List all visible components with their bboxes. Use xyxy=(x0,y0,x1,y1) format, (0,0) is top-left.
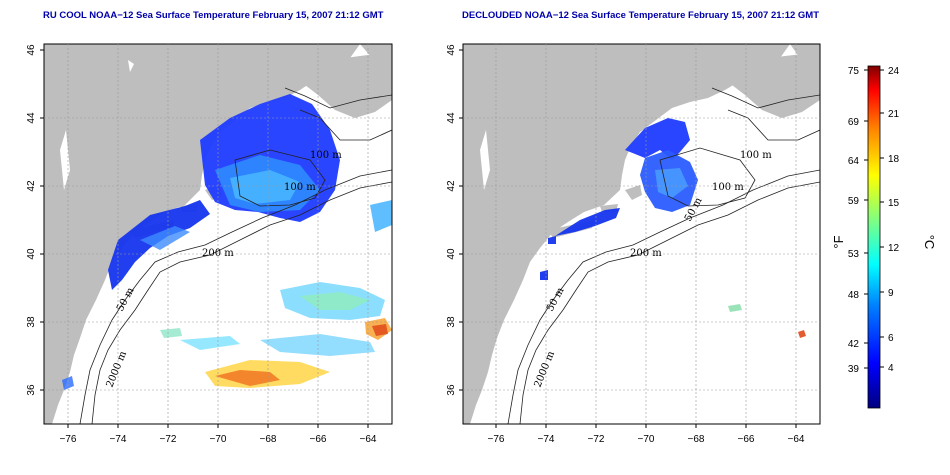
x-tick-label: −68 xyxy=(688,434,705,445)
x-tick-label: −76 xyxy=(60,434,77,445)
y-tick-label: 42 xyxy=(26,180,37,192)
celsius-tick: 4 xyxy=(888,363,894,374)
y-tick-label: 44 xyxy=(26,112,37,124)
y-tick-label: 42 xyxy=(446,180,457,192)
celsius-unit-label: °C xyxy=(922,235,937,250)
left-bathymetry-contours xyxy=(79,87,392,424)
fahrenheit-tick: 48 xyxy=(848,290,860,301)
left-y-tick-labels: 36 38 40 42 44 46 xyxy=(26,44,37,396)
colorbar-gradient xyxy=(867,65,881,409)
x-tick-label: −64 xyxy=(788,434,805,445)
x-tick-label: −64 xyxy=(360,434,377,445)
left-map: 100 m 100 m 200 m 50 m 2000 m −76 −74 −7… xyxy=(26,43,393,445)
y-tick-label: 38 xyxy=(26,316,37,328)
colorbar: 75 69 64 59 53 48 42 39 24 21 18 15 12 9… xyxy=(831,65,937,409)
y-tick-label: 46 xyxy=(26,44,37,56)
right-sst-field xyxy=(540,118,806,338)
fahrenheit-tick: 39 xyxy=(848,364,860,375)
right-axis-ticks xyxy=(459,49,797,428)
x-tick-label: −68 xyxy=(260,434,277,445)
right-gridlines xyxy=(463,44,820,424)
left-contour-label: 100 m xyxy=(284,182,316,193)
right-contour-label: 100 m xyxy=(712,182,744,193)
x-tick-label: −76 xyxy=(488,434,505,445)
left-contour-label: 200 m xyxy=(202,248,234,259)
fahrenheit-tick: 75 xyxy=(848,66,860,77)
right-bathymetry-contours xyxy=(507,87,820,424)
right-map-title: DECLOUDED NOAA−12 Sea Surface Temperatur… xyxy=(462,10,820,21)
left-sst-field xyxy=(62,94,392,390)
celsius-tick: 18 xyxy=(888,154,900,165)
left-axis-ticks xyxy=(40,49,369,428)
x-tick-label: −72 xyxy=(588,434,605,445)
x-tick-label: −74 xyxy=(110,434,127,445)
x-tick-label: −74 xyxy=(538,434,555,445)
fahrenheit-tick: 42 xyxy=(848,339,860,350)
left-map-title: RU COOL NOAA−12 Sea Surface Temperature … xyxy=(43,10,384,21)
y-tick-label: 46 xyxy=(446,44,457,56)
y-tick-label: 38 xyxy=(446,316,457,328)
right-contour-label: 100 m xyxy=(740,150,772,161)
right-contour-label: 200 m xyxy=(630,248,662,259)
celsius-tick: 24 xyxy=(888,66,900,77)
y-tick-label: 36 xyxy=(446,384,457,396)
fahrenheit-tick: 69 xyxy=(848,117,860,128)
x-tick-label: −70 xyxy=(638,434,655,445)
fahrenheit-tick: 59 xyxy=(848,196,860,207)
left-contour-label: 100 m xyxy=(310,150,342,161)
y-tick-label: 36 xyxy=(26,384,37,396)
x-tick-label: −66 xyxy=(310,434,327,445)
celsius-tick: 15 xyxy=(888,198,900,209)
x-tick-label: −72 xyxy=(160,434,177,445)
fahrenheit-tick: 64 xyxy=(848,156,860,167)
y-tick-label: 40 xyxy=(26,248,37,260)
right-y-tick-labels: 36 38 40 42 44 46 xyxy=(446,44,457,396)
left-x-tick-labels: −76 −74 −72 −70 −68 −66 −64 xyxy=(60,434,377,445)
right-x-tick-labels: −76 −74 −72 −70 −68 −66 −64 xyxy=(488,434,805,445)
fahrenheit-unit-label: °F xyxy=(831,235,846,248)
y-tick-label: 44 xyxy=(446,112,457,124)
x-tick-label: −70 xyxy=(210,434,227,445)
right-map: 100 m 100 m 200 m 50 m 50 m 2000 m −76 −… xyxy=(446,43,821,445)
celsius-tick: 12 xyxy=(888,243,900,254)
left-land xyxy=(44,44,360,424)
celsius-tick: 6 xyxy=(888,333,894,344)
right-land xyxy=(463,44,790,424)
fahrenheit-tick: 53 xyxy=(848,249,860,260)
x-tick-label: −66 xyxy=(738,434,755,445)
celsius-tick: 21 xyxy=(888,109,900,120)
left-gridlines xyxy=(44,44,392,424)
y-tick-label: 40 xyxy=(446,248,457,260)
right-map-frame xyxy=(462,43,821,425)
celsius-tick: 9 xyxy=(888,288,894,299)
